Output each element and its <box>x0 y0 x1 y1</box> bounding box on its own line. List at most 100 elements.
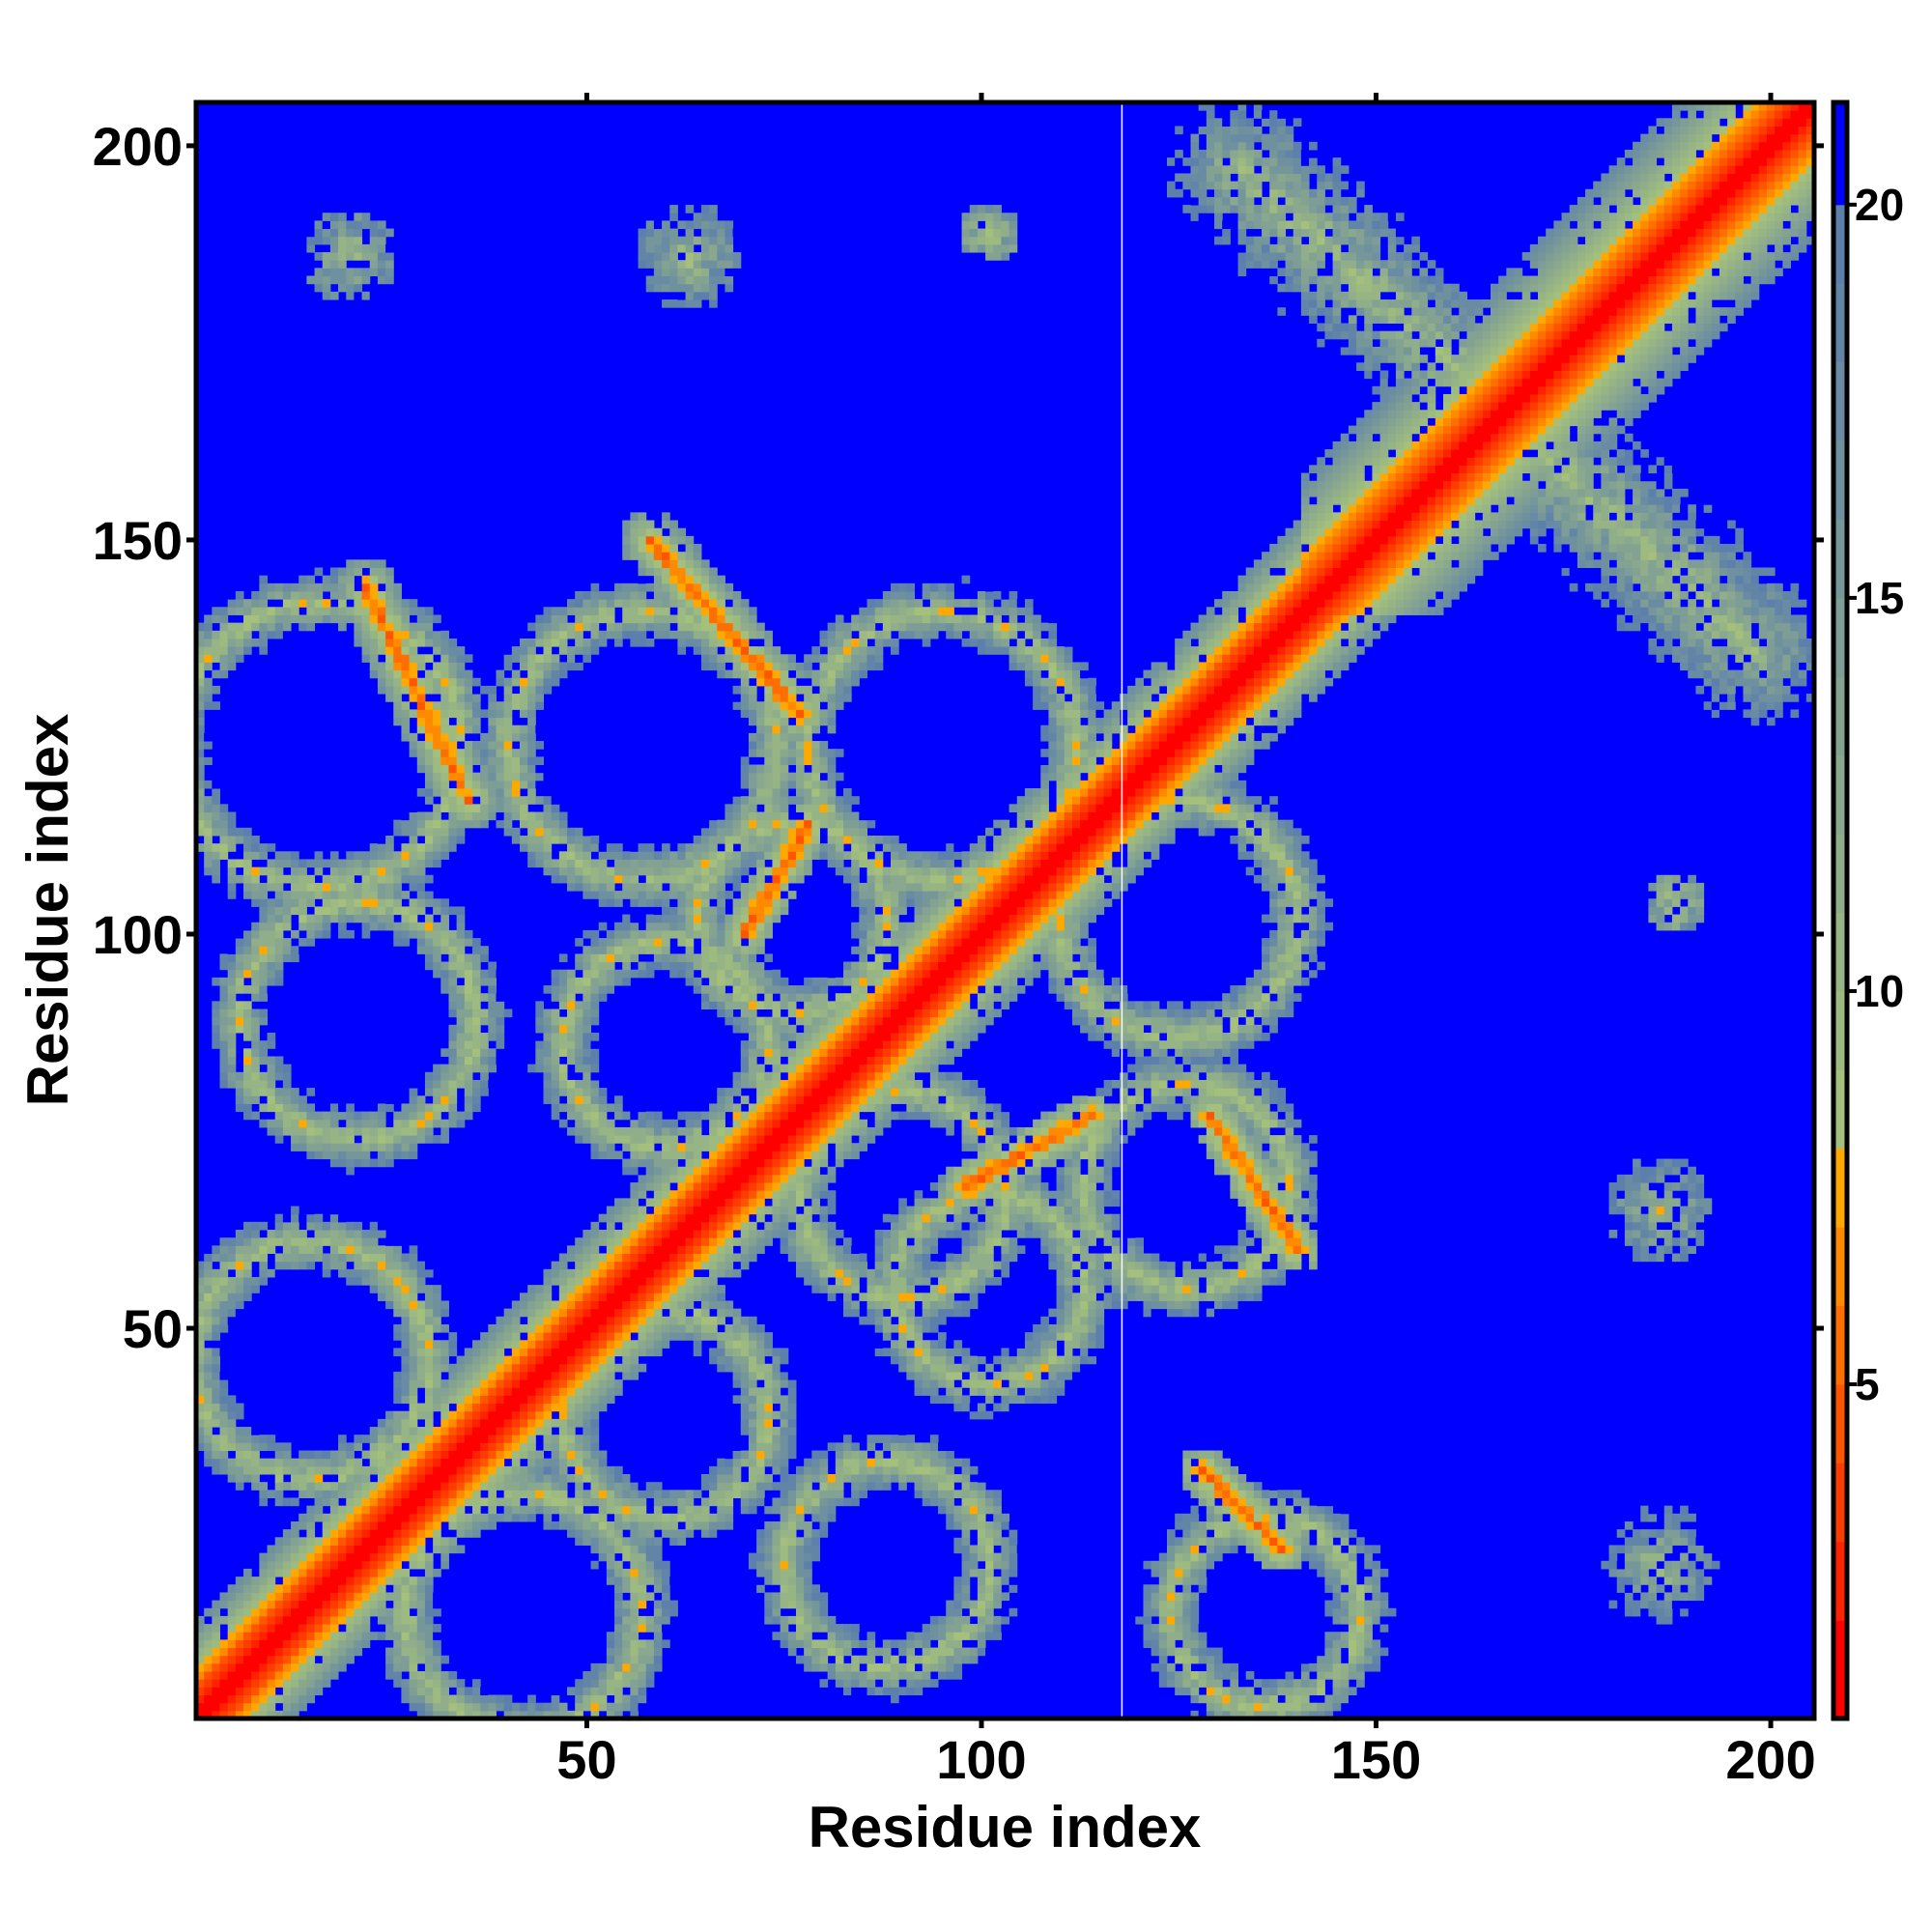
heatmap-cell <box>590 1450 600 1460</box>
heatmap-cell <box>227 1410 237 1420</box>
heatmap-cell <box>709 1126 718 1136</box>
heatmap-cell <box>401 851 411 860</box>
heatmap-cell <box>424 882 434 892</box>
heatmap-cell <box>717 1474 725 1483</box>
heatmap-cell <box>693 1230 702 1238</box>
heatmap-cell <box>543 1071 553 1081</box>
heatmap-cell <box>630 1560 639 1570</box>
heatmap-cell <box>598 867 608 876</box>
heatmap-cell <box>416 622 426 632</box>
heatmap-cell <box>653 859 663 868</box>
heatmap-cell <box>488 1395 497 1405</box>
heatmap-cell <box>204 1632 213 1640</box>
heatmap-cell <box>520 1702 528 1712</box>
heatmap-cell <box>511 749 521 757</box>
heatmap-cell <box>291 1095 299 1104</box>
heatmap-cell <box>235 827 244 837</box>
heatmap-cell <box>267 1552 276 1562</box>
heatmap-cell <box>227 977 237 986</box>
heatmap-cell <box>606 891 615 899</box>
heatmap-cell <box>424 607 434 615</box>
heatmap-cell <box>488 1016 497 1026</box>
heatmap-cell <box>227 1584 237 1593</box>
heatmap-cell <box>685 1158 695 1168</box>
heatmap-cell <box>638 1300 647 1310</box>
heatmap-cell <box>424 1088 434 1096</box>
heatmap-cell <box>282 1710 292 1719</box>
heatmap-cell <box>480 1520 489 1530</box>
heatmap-cell <box>598 882 608 892</box>
heatmap-cell <box>251 898 260 907</box>
heatmap-cell <box>204 1293 213 1301</box>
heatmap-cell <box>582 969 592 979</box>
heatmap-cell <box>685 1206 695 1215</box>
heatmap-cell <box>409 662 418 671</box>
heatmap-cell <box>614 1671 623 1680</box>
heatmap-cell <box>567 1323 576 1333</box>
heatmap-cell <box>377 1537 386 1546</box>
heatmap-cell <box>243 1024 252 1034</box>
heatmap-cell <box>645 961 655 971</box>
heatmap-cell <box>480 1332 489 1341</box>
heatmap-cell <box>377 1600 386 1609</box>
heatmap-cell <box>243 961 252 971</box>
heatmap-cell <box>662 590 670 600</box>
heatmap-cell <box>361 906 371 916</box>
heatmap-cell <box>558 1363 568 1373</box>
heatmap-cell <box>227 1237 237 1246</box>
heatmap-cell <box>543 1403 553 1412</box>
heatmap-cell <box>464 1348 473 1357</box>
heatmap-cell <box>511 835 521 844</box>
heatmap-cell <box>511 1308 521 1318</box>
heatmap-cell <box>448 749 458 757</box>
heatmap-cell <box>329 1529 339 1538</box>
heatmap-cell <box>393 1371 402 1380</box>
heatmap-cell <box>503 819 513 829</box>
heatmap-cell <box>433 1308 441 1318</box>
heatmap-cell <box>219 646 229 655</box>
heatmap-cell <box>235 859 244 868</box>
heatmap-cell <box>338 1584 347 1593</box>
heatmap-cell <box>235 1702 244 1712</box>
heatmap-cell <box>685 1245 695 1254</box>
heatmap-cell <box>235 646 244 655</box>
heatmap-cell <box>361 638 371 647</box>
heatmap-cell <box>496 1056 505 1065</box>
heatmap-cell <box>598 1497 608 1507</box>
heatmap-cell <box>338 582 347 592</box>
heatmap-cell <box>638 527 647 537</box>
heatmap-cell <box>361 929 371 939</box>
heatmap-cell <box>558 1001 568 1010</box>
heatmap-cell <box>543 1033 553 1041</box>
heatmap-cell <box>329 1552 339 1562</box>
heatmap-cell <box>259 882 269 892</box>
heatmap-cell <box>377 228 386 238</box>
heatmap-cell <box>677 898 687 907</box>
heatmap-cell <box>227 654 237 663</box>
heatmap-cell <box>598 1545 608 1554</box>
heatmap-cell <box>464 1513 473 1522</box>
heatmap-cell <box>638 1647 647 1657</box>
heatmap-cell <box>409 1300 418 1310</box>
heatmap-cell <box>543 1379 553 1388</box>
heatmap-cell <box>219 1639 229 1649</box>
heatmap-cell <box>298 1577 307 1585</box>
heatmap-cell <box>456 914 466 923</box>
heatmap-cell <box>329 252 339 261</box>
heatmap-cell <box>433 1458 441 1467</box>
heatmap-cell <box>385 851 394 860</box>
heatmap-cell <box>322 291 331 300</box>
heatmap-cell <box>274 882 284 892</box>
heatmap-cell <box>259 614 269 624</box>
heatmap-cell <box>354 1584 363 1593</box>
heatmap-cell <box>488 1435 497 1443</box>
heatmap-cell <box>274 1560 284 1570</box>
heatmap-cell <box>700 1505 710 1515</box>
heatmap-cell <box>393 1577 402 1585</box>
heatmap-cell <box>614 851 623 860</box>
heatmap-cell <box>471 1088 481 1096</box>
heatmap-cell <box>251 1639 260 1649</box>
heatmap-cell <box>274 630 284 639</box>
heatmap-cell <box>219 1253 229 1263</box>
heatmap-cell <box>527 1403 536 1412</box>
